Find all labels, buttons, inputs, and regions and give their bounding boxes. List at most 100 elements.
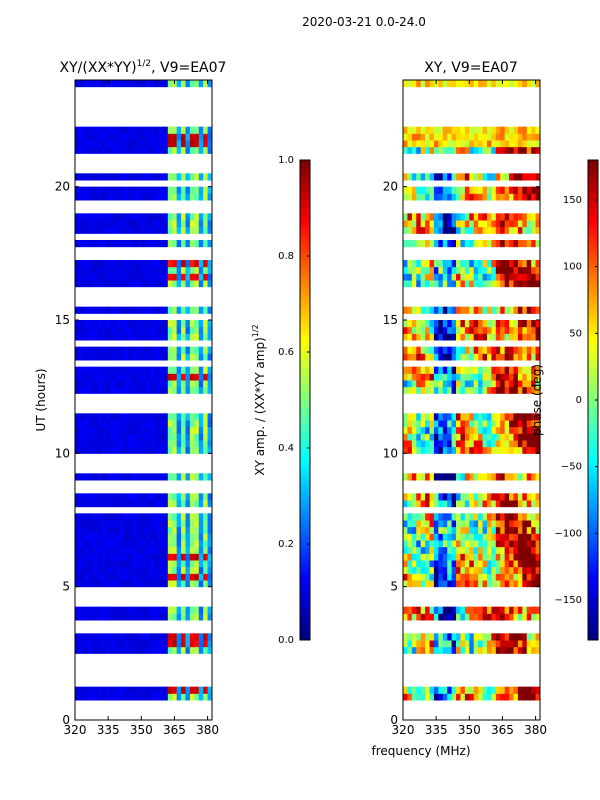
amp-heatmap-cell xyxy=(145,693,151,701)
amp-heatmap-cell xyxy=(181,573,186,581)
amp-heatmap-cell xyxy=(123,580,129,588)
amp-heatmap-cell xyxy=(154,533,160,541)
phase-colorbar-segment xyxy=(588,220,598,225)
phase-heatmap-cell xyxy=(531,446,537,454)
phase-heatmap-cell xyxy=(504,553,510,561)
phase-colorbar-segment xyxy=(588,616,598,621)
phase-heatmap-cell xyxy=(460,220,466,228)
amp-heatmap-cell xyxy=(207,353,213,361)
phase-heatmap-cell xyxy=(531,266,537,274)
phase-heatmap-cell xyxy=(456,333,461,341)
phase-heatmap-cell xyxy=(513,133,519,141)
phase-heatmap-cell xyxy=(522,526,528,534)
amp-heatmap-cell xyxy=(207,473,213,481)
phase-heatmap-cell xyxy=(411,580,417,588)
amp-heatmap-cell xyxy=(92,193,98,201)
amp-heatmap-cell xyxy=(181,266,186,274)
amp-heatmap-cell xyxy=(207,426,213,434)
phase-heatmap-cell xyxy=(513,513,519,521)
amp-heatmap-cell xyxy=(119,633,125,641)
phase-heatmap-cell xyxy=(526,80,532,88)
phase-colorbar-segment xyxy=(588,172,598,177)
phase-heatmap-cell xyxy=(495,606,501,614)
phase-heatmap-cell xyxy=(522,220,528,228)
amp-heatmap-cell xyxy=(92,433,98,441)
amp-heatmap-cell xyxy=(203,413,209,421)
amp-heatmap-cell xyxy=(132,366,138,374)
phase-heatmap-cell xyxy=(403,566,408,574)
phase-heatmap-cell xyxy=(456,273,461,281)
amp-heatmap-cell xyxy=(110,520,116,528)
phase-heatmap-cell xyxy=(456,80,461,88)
phase-heatmap-cell xyxy=(429,440,435,448)
amp-heatmap-cell xyxy=(145,126,151,134)
amp-heatmap-cell xyxy=(114,526,120,534)
amp-heatmap-cell xyxy=(132,526,138,534)
phase-heatmap-cell xyxy=(522,193,528,201)
amp-heatmap-cell xyxy=(154,513,160,521)
phase-heatmap-cell xyxy=(482,346,488,354)
amp-y-tick-label: 15 xyxy=(55,313,70,327)
phase-colorbar-segment xyxy=(588,636,598,641)
amp-heatmap-cell xyxy=(105,580,111,588)
amp-heatmap-cell xyxy=(167,500,173,508)
amp-heatmap-cell xyxy=(97,533,103,541)
amp-heatmap-cell xyxy=(154,540,160,548)
amp-heatmap-cell xyxy=(185,440,191,448)
amp-heatmap-cell xyxy=(194,146,200,154)
phase-heatmap-cell xyxy=(500,126,506,134)
amp-heatmap-cell xyxy=(79,566,85,574)
amp-heatmap-cell xyxy=(123,280,129,288)
amp-heatmap-cell xyxy=(203,540,209,548)
phase-heatmap-cell xyxy=(442,440,448,448)
phase-heatmap-cell xyxy=(420,80,426,88)
phase-heatmap-cell xyxy=(460,560,466,568)
amp-y-tick-label: 20 xyxy=(55,180,70,194)
amp-heatmap-cell xyxy=(114,640,120,648)
amp-heatmap-cell xyxy=(136,513,142,521)
phase-heatmap-cell xyxy=(509,186,514,194)
amp-heatmap-cell xyxy=(167,173,173,181)
phase-heatmap-cell xyxy=(456,693,461,701)
amp-heatmap-cell xyxy=(141,606,147,614)
phase-heatmap-cell xyxy=(495,220,501,228)
amp-heatmap-cell xyxy=(141,333,147,341)
phase-heatmap-cell xyxy=(447,646,453,654)
phase-heatmap-cell xyxy=(420,686,426,694)
phase-heatmap-cell xyxy=(416,500,422,508)
amp-heatmap-cell xyxy=(75,126,80,134)
phase-heatmap-cell xyxy=(403,440,408,448)
phase-heatmap-cell xyxy=(509,353,514,361)
amp-heatmap-cell xyxy=(150,186,156,194)
amp-heatmap-cell xyxy=(132,546,138,554)
phase-heatmap-cell xyxy=(482,80,488,88)
phase-heatmap-cell xyxy=(500,426,506,434)
amp-heatmap-cell xyxy=(181,380,186,388)
amp-heatmap-cell xyxy=(150,440,156,448)
phase-heatmap-cell xyxy=(407,146,413,154)
phase-heatmap-cell xyxy=(469,333,475,341)
amp-heatmap-cell xyxy=(132,686,138,694)
phase-heatmap-cell xyxy=(411,366,417,374)
amp-heatmap-cell xyxy=(97,546,103,554)
amp-heatmap-cell xyxy=(163,186,169,194)
amp-heatmap-cell xyxy=(97,140,103,148)
phase-heatmap-cell xyxy=(416,613,422,621)
phase-heatmap-cell xyxy=(411,80,417,88)
phase-heatmap-cell xyxy=(464,173,470,181)
amp-heatmap-cell xyxy=(88,333,94,341)
phase-heatmap-cell xyxy=(425,520,431,528)
amp-heatmap-cell xyxy=(163,220,169,228)
amp-heatmap-cell xyxy=(132,386,138,394)
phase-heatmap-cell xyxy=(526,266,532,274)
amp-heatmap-cell xyxy=(110,226,116,234)
phase-colorbar-tick-label: 100 xyxy=(563,262,582,273)
amp-heatmap-cell xyxy=(123,186,129,194)
phase-heatmap-cell xyxy=(504,560,510,568)
phase-heatmap-cell xyxy=(513,240,519,248)
phase-heatmap-cell xyxy=(526,473,532,481)
amp-heatmap-cell xyxy=(141,213,147,221)
amp-colorbar-segment xyxy=(300,236,310,241)
phase-heatmap-cell xyxy=(473,426,479,434)
phase-heatmap-cell xyxy=(513,260,519,268)
